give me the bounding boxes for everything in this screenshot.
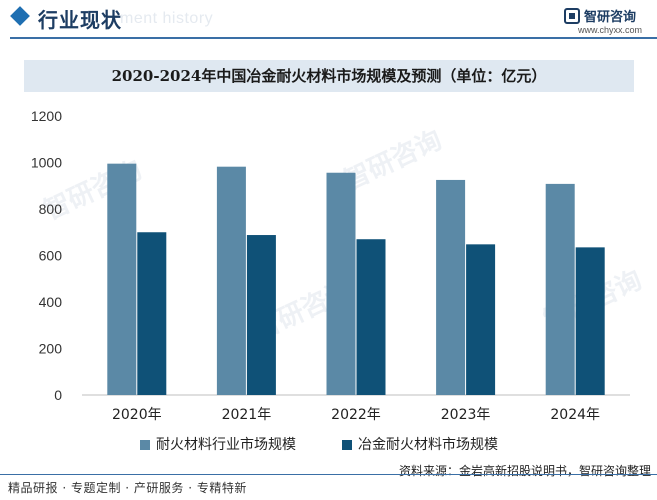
bar-metallurgical-2: [246, 235, 276, 395]
brand-name: 智研咨询: [584, 10, 637, 25]
bar-refractory-total-2: [216, 166, 246, 395]
legend-item-series-1: 耐火材料行业市场规模: [140, 434, 296, 456]
section-title: 行业现状: [38, 8, 122, 32]
legend-item-series-2: 冶金耐火材料市场规模: [342, 434, 498, 456]
y-tick-label: 200: [39, 341, 63, 357]
x-tick-label: 2021年: [222, 407, 272, 423]
bar-metallurgical-4: [466, 244, 496, 395]
y-tick-label: 600: [39, 248, 63, 264]
y-tick-label: 1200: [31, 108, 62, 124]
chart-legend: 耐火材料行业市场规模 冶金耐火材料市场规模: [140, 434, 560, 456]
brand-url: www.chyxx.com: [578, 25, 643, 35]
x-tick-label: 2024年: [550, 407, 600, 423]
footer-services: 精品研报 · 专题定制 · 产研服务 · 专精特新: [8, 481, 247, 495]
bar-refractory-total-4: [436, 179, 466, 395]
legend-label-series-1: 耐火材料行业市场规模: [156, 437, 296, 453]
x-tick-label: 2020年: [112, 407, 162, 423]
bar-metallurgical-3: [356, 239, 386, 395]
y-tick-label: 1000: [31, 155, 62, 171]
bar-refractory-total-3: [326, 172, 356, 395]
data-source: 资料来源：金岩高新招股说明书，智研咨询整理: [398, 464, 651, 478]
bar-refractory-total-1: [107, 163, 137, 395]
legend-label-series-2: 冶金耐火材料市场规模: [358, 437, 498, 453]
brand-logo-icon: [564, 8, 580, 24]
chart-title: 2020-2024年中国冶金耐火材料市场规模及预测（单位：亿元）: [111, 67, 547, 85]
bar-refractory-total-5: [545, 183, 575, 395]
ghost-subtitle: ment history: [120, 10, 214, 27]
footer-divider: [0, 474, 657, 475]
x-tick-label: 2023年: [441, 407, 491, 423]
y-tick-label: 0: [54, 387, 62, 403]
header-bar: ment history 行业现状 智研咨询 www.chyxx.com: [0, 0, 657, 44]
chart-title-bar: 2020-2024年中国冶金耐火材料市场规模及预测（单位：亿元）: [24, 60, 634, 92]
bar-metallurgical-1: [137, 232, 167, 395]
legend-swatch-series-1: [140, 440, 150, 450]
y-tick-label: 400: [39, 294, 63, 310]
x-tick-label: 2022年: [331, 407, 381, 423]
header-divider: [10, 37, 657, 39]
y-tick-label: 800: [39, 201, 63, 217]
bar-metallurgical-5: [575, 247, 605, 395]
legend-swatch-series-2: [342, 440, 352, 450]
